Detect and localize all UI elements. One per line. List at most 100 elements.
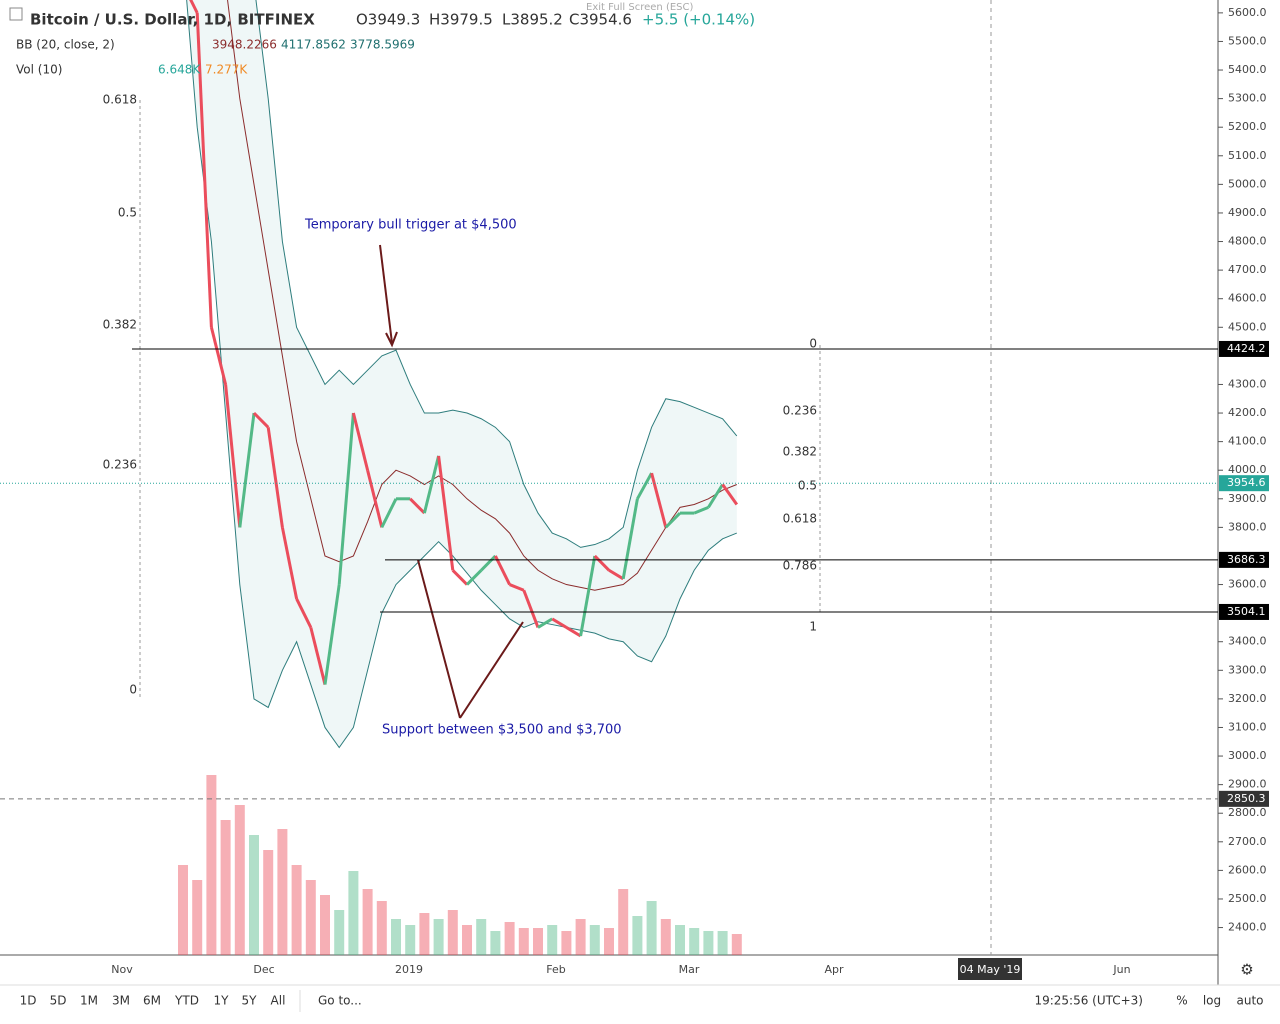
vol-value: 6.648K (158, 63, 201, 77)
price-segment (509, 583, 525, 592)
price-tick-label: 2700.0 (1228, 835, 1267, 848)
plot (178, 0, 742, 955)
price-segment (366, 469, 384, 528)
price-tick-label: 5000.0 (1228, 177, 1267, 190)
price-tick-label: 2500.0 (1228, 892, 1267, 905)
range-button[interactable]: All (271, 994, 286, 1008)
annotation: Temporary bull trigger at $4,500 (304, 218, 517, 233)
fib-label: 0.382 (103, 318, 137, 332)
log-button[interactable]: log (1203, 994, 1221, 1008)
symbol: Bitcoin / U.S. Dollar, 1D, BITFINEX (30, 11, 315, 29)
price-segment (650, 472, 668, 528)
range-button[interactable]: 5Y (242, 994, 258, 1008)
volume-bar (717, 931, 728, 955)
volume-bar (348, 871, 359, 955)
volume-bar (561, 931, 572, 955)
fib-label: 0.236 (783, 404, 817, 418)
price-tick-label: 4100.0 (1228, 435, 1267, 448)
range-button[interactable]: 3M (112, 994, 130, 1008)
price-segment (437, 455, 455, 571)
range-button[interactable]: 1D (20, 994, 37, 1008)
price-segment (189, 0, 199, 14)
price-segment (707, 483, 724, 509)
price-segment (252, 411, 270, 429)
price-tick-label: 4000.0 (1228, 463, 1267, 476)
volume-bar (646, 901, 657, 955)
volume-bar (675, 925, 685, 955)
volume-bar (462, 925, 472, 955)
price-segment (195, 12, 213, 328)
time-label: Dec (253, 963, 274, 976)
arrow (379, 244, 393, 344)
volume-bar (518, 928, 529, 955)
volume-bar (476, 919, 487, 955)
volume-bar (206, 775, 217, 955)
time-label: Mar (679, 963, 700, 976)
price-segment (280, 527, 299, 600)
volume-bar (234, 805, 245, 955)
percent-button[interactable]: % (1176, 994, 1187, 1008)
high: H3979.5 (429, 11, 493, 29)
fib-label: 0 (129, 683, 137, 697)
fib-label: 0 (809, 337, 817, 351)
bb-label[interactable]: BB (20, close, 2) (16, 38, 115, 52)
range-button[interactable]: 6M (143, 994, 161, 1008)
settings-icon[interactable]: ⚙ (1240, 961, 1253, 979)
fib-label: 0.5 (798, 479, 817, 493)
price-tick-label: 3300.0 (1228, 663, 1267, 676)
volume-bar (391, 919, 401, 955)
low: L3895.2 (502, 11, 563, 29)
price-tick-label: 4200.0 (1228, 406, 1267, 419)
price-segment (636, 472, 653, 500)
goto-button[interactable]: Go to... (318, 994, 362, 1008)
range-button[interactable]: 5D (50, 994, 67, 1008)
price-tick-label: 4900.0 (1228, 206, 1267, 219)
price-segment (693, 505, 709, 515)
price-tick-label: 5600.0 (1228, 6, 1267, 19)
price-segment (721, 483, 739, 506)
price-tick-label: 4500.0 (1228, 320, 1267, 333)
price-tick-label: 2900.0 (1228, 778, 1267, 791)
range-button[interactable]: 1Y (214, 994, 230, 1008)
arrows (417, 559, 524, 719)
collapse-button[interactable] (9, 7, 23, 21)
time-label: 2019 (395, 963, 423, 976)
exit-fullscreen[interactable]: Exit Full Screen (ESC) (586, 2, 694, 13)
current-label-box (1219, 475, 1269, 492)
volume-bar (419, 913, 430, 955)
volume-bar (490, 931, 501, 955)
annotation: Support between $3,500 and $3,700 (382, 723, 622, 738)
volume-bar (703, 931, 714, 955)
range-button[interactable]: 1M (80, 994, 98, 1008)
current-price-label: 3954.6 (1227, 476, 1266, 489)
level-label-box (1219, 340, 1269, 357)
open: O3949.3 (356, 11, 420, 29)
fib-label: 1 (809, 620, 817, 634)
price-tick-label: 4700.0 (1228, 263, 1267, 276)
volume-bar (660, 919, 671, 955)
price-tick-label: 2400.0 (1228, 921, 1267, 934)
price-tick-label: 5400.0 (1228, 63, 1267, 76)
range-button[interactable]: YTD (174, 994, 199, 1008)
price-segment (266, 427, 284, 528)
bb-lower-value: 3778.5969 (350, 38, 415, 52)
volume-bar (575, 919, 586, 955)
time-label: Nov (111, 963, 133, 976)
volume-bar (291, 865, 302, 955)
price-tick-label: 4300.0 (1228, 377, 1267, 390)
change: +5.5 (+0.14%) (642, 11, 755, 29)
price-tick-label: 3100.0 (1228, 720, 1267, 733)
level-label: 3686.3 (1227, 553, 1266, 566)
volume-bar (405, 925, 416, 955)
volume-bar (263, 850, 274, 955)
volume-bar (533, 928, 543, 955)
fib-label: 0.618 (783, 512, 817, 526)
price-tick-label: 3000.0 (1228, 749, 1267, 762)
vol-label[interactable]: Vol (10) (16, 63, 62, 77)
volume-bar (320, 895, 330, 955)
cursor-date-box (958, 958, 1022, 980)
auto-button[interactable]: auto (1236, 994, 1263, 1008)
